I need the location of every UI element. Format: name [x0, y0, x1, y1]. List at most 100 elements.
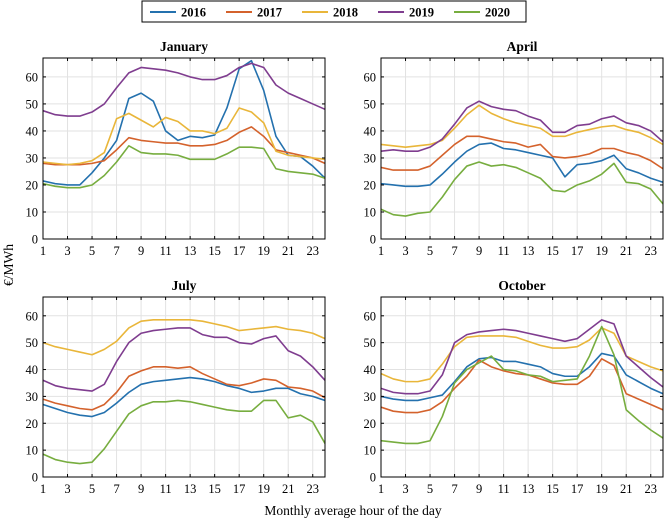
legend-label-2017: 2017 — [257, 6, 282, 20]
series-line-january-2019 — [42, 62, 326, 117]
series-line-april-2017 — [380, 135, 664, 171]
y-tick-label: 10 — [26, 205, 39, 219]
panel-title: July — [172, 278, 197, 293]
y-tick-label: 40 — [26, 124, 39, 138]
x-tick-label: 5 — [427, 482, 433, 496]
x-tick-label: 9 — [476, 482, 482, 496]
x-tick-label: 11 — [160, 482, 172, 496]
y-tick-label: 50 — [26, 97, 39, 111]
panel-title: October — [498, 278, 545, 293]
y-tick-label: 60 — [26, 70, 39, 84]
legend-label-2020: 2020 — [485, 6, 510, 20]
series-line-april-2019 — [380, 100, 664, 152]
x-tick-label: 17 — [571, 244, 584, 258]
x-tick-label: 15 — [208, 244, 221, 258]
plot-frame — [380, 296, 664, 478]
y-tick-label: 60 — [26, 309, 39, 323]
series-line-october-2020 — [380, 325, 664, 445]
x-tick-label: 13 — [184, 482, 197, 496]
x-tick-label: 23 — [644, 482, 657, 496]
x-tick-label: 3 — [402, 482, 408, 496]
y-tick-label: 0 — [32, 233, 38, 247]
plot-frame — [42, 296, 326, 478]
y-tick-label: 50 — [364, 97, 377, 111]
series-line-april-2020 — [380, 161, 664, 217]
y-tick-label: 10 — [364, 205, 377, 219]
x-tick-label: 3 — [402, 244, 408, 258]
y-tick-label: 40 — [364, 124, 377, 138]
series-line-october-2019 — [380, 319, 664, 395]
x-tick-label: 3 — [64, 482, 70, 496]
x-tick-label: 21 — [282, 244, 295, 258]
legend-label-2019: 2019 — [409, 6, 434, 20]
x-tick-label: 13 — [522, 244, 535, 258]
x-tick-label: 21 — [620, 244, 633, 258]
series-line-october-2016 — [380, 352, 664, 402]
x-axis-label: Monthly average hour of the day — [264, 503, 442, 518]
y-tick-label: 0 — [370, 233, 376, 247]
x-tick-label: 7 — [113, 244, 119, 258]
series-line-january-2018 — [42, 107, 326, 166]
x-tick-label: 11 — [498, 244, 510, 258]
x-tick-label: 7 — [113, 482, 119, 496]
x-tick-label: 13 — [184, 244, 197, 258]
x-tick-label: 1 — [378, 482, 384, 496]
y-tick-label: 0 — [32, 471, 38, 485]
x-tick-label: 11 — [160, 244, 172, 258]
x-tick-label: 9 — [476, 244, 482, 258]
series-line-july-2020 — [42, 399, 326, 465]
x-tick-label: 21 — [620, 482, 633, 496]
x-tick-label: 1 — [40, 244, 46, 258]
y-tick-label: 20 — [26, 417, 39, 431]
y-tick-label: 30 — [26, 151, 39, 165]
x-tick-label: 5 — [427, 244, 433, 258]
panel-title: April — [507, 39, 538, 54]
x-tick-label: 17 — [571, 482, 584, 496]
series-line-january-2016 — [42, 59, 326, 186]
y-tick-label: 10 — [26, 444, 39, 458]
x-tick-label: 11 — [498, 482, 510, 496]
y-tick-label: 40 — [364, 363, 377, 377]
x-tick-label: 5 — [89, 244, 95, 258]
x-tick-label: 7 — [451, 244, 457, 258]
x-tick-label: 7 — [451, 482, 457, 496]
y-tick-label: 30 — [26, 390, 39, 404]
legend-box — [141, 0, 527, 23]
x-tick-label: 19 — [595, 482, 608, 496]
plot-frame — [42, 57, 326, 240]
y-tick-label: 40 — [26, 363, 39, 377]
legend-label-2018: 2018 — [333, 6, 358, 20]
x-tick-label: 23 — [306, 244, 319, 258]
x-tick-label: 1 — [378, 244, 384, 258]
plot-frame — [380, 57, 664, 240]
x-tick-label: 3 — [64, 244, 70, 258]
x-tick-label: 19 — [257, 482, 270, 496]
x-tick-label: 1 — [40, 482, 46, 496]
series-line-july-2016 — [42, 376, 326, 418]
x-tick-label: 23 — [644, 244, 657, 258]
y-tick-label: 20 — [364, 417, 377, 431]
x-tick-label: 5 — [89, 482, 95, 496]
x-tick-label: 13 — [522, 482, 535, 496]
series-line-january-2017 — [42, 126, 326, 166]
series-line-july-2018 — [42, 319, 326, 356]
y-tick-label: 20 — [26, 178, 39, 192]
x-tick-label: 23 — [306, 482, 319, 496]
y-tick-label: 0 — [370, 471, 376, 485]
series-line-july-2017 — [42, 366, 326, 411]
series-line-october-2018 — [380, 327, 664, 383]
legend: 2016 2017 2018 2019 2020 — [141, 0, 527, 23]
x-tick-label: 19 — [257, 244, 270, 258]
y-tick-label: 50 — [364, 336, 377, 350]
legend-label-2016: 2016 — [181, 6, 206, 20]
x-tick-label: 15 — [546, 244, 559, 258]
series-line-january-2020 — [42, 145, 326, 189]
y-axis-label: €/MWh — [1, 244, 16, 286]
x-tick-label: 9 — [138, 244, 144, 258]
x-tick-label: 9 — [138, 482, 144, 496]
